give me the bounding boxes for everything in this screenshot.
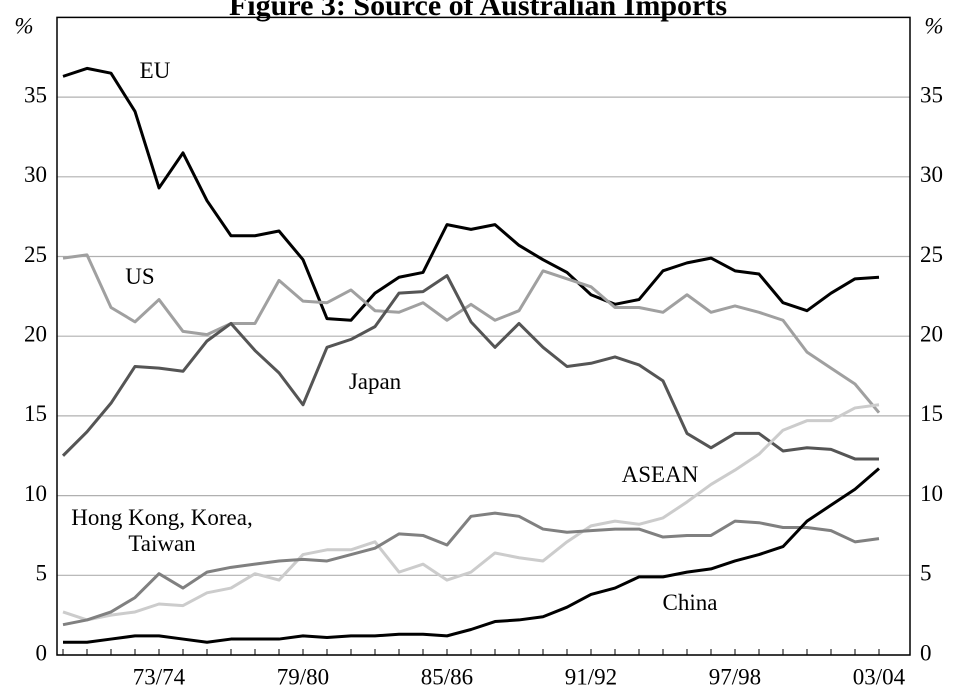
series-line [63, 467, 880, 644]
y-tick-label: 20 [24, 321, 47, 346]
series-line [62, 253, 881, 414]
x-tick-label: 73/74 [133, 664, 186, 689]
series-label: Hong Kong, Korea, Taiwan [71, 505, 253, 556]
y-tick-label: 15 [24, 401, 47, 426]
series-label: Japan [348, 369, 402, 394]
y2-tick-label: 5 [920, 561, 932, 586]
y-tick-label: 10 [24, 481, 47, 506]
y2-tick-label: 0 [920, 640, 932, 665]
y-tick-label: 5 [36, 561, 48, 586]
x-tick-label: 03/04 [853, 664, 906, 689]
series-line [62, 511, 880, 627]
series-label: EU [139, 58, 171, 83]
series-line [62, 66, 880, 322]
y-tick-label: 30 [24, 162, 47, 187]
series-line [61, 274, 879, 461]
y-tick-label: 25 [24, 242, 47, 267]
y2-tick-label: 30 [920, 162, 943, 187]
series-label: ASEAN [621, 462, 699, 487]
y-tick-label: 0 [36, 640, 48, 665]
chart-title: Figure 3: Source of Australian Imports [229, 0, 727, 22]
y2-tick-label: 10 [920, 481, 943, 506]
y-axis-label: % [14, 13, 33, 38]
x-tick-label: 85/86 [421, 664, 473, 689]
series-label: US [125, 264, 155, 289]
series-line [62, 403, 880, 622]
y-tick-label: 35 [24, 82, 47, 107]
y2-tick-label: 20 [920, 321, 943, 346]
x-tick-label: 79/80 [277, 664, 329, 689]
y2-tick-label: 25 [920, 242, 943, 267]
y2-tick-label: 35 [920, 82, 943, 107]
series-label: China [662, 590, 718, 615]
x-tick-label: 91/92 [565, 664, 617, 689]
plot-frame [56, 16, 911, 656]
y2-axis-label: % [924, 13, 943, 38]
y2-tick-label: 15 [920, 401, 943, 426]
x-tick-label: 97/98 [709, 664, 761, 689]
